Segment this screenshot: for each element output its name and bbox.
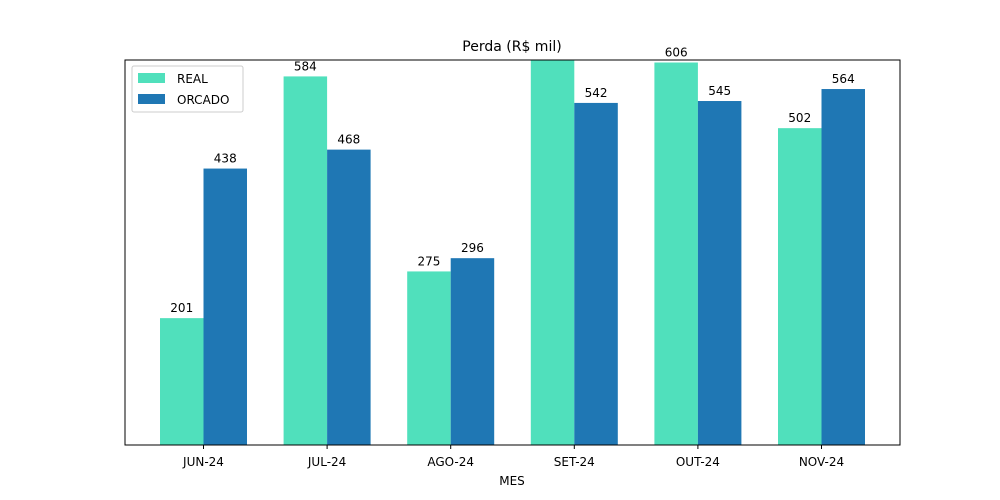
chart-title: Perda (R$ mil) (462, 39, 561, 55)
bar-orcado-out-24 (697, 101, 742, 446)
bar-real-ago-24 (407, 271, 451, 445)
legend-label-real: REAL (177, 72, 208, 86)
bar-orcado-nov-24 (821, 89, 865, 445)
x-tick-label-jun-24: JUN-24 (182, 455, 224, 469)
data-label-orcado-set-24: 542 (585, 86, 608, 100)
x-tick-label-out-24: OUT-24 (676, 455, 720, 469)
legend-label-orcado: ORCADO (177, 93, 229, 107)
bar-orcado-set-24 (574, 102, 618, 446)
bars-layer (160, 60, 865, 446)
data-label-orcado-jun-24: 438 (214, 152, 237, 166)
data-label-real-ago-24: 275 (417, 254, 440, 268)
data-label-orcado-out-24: 545 (708, 84, 731, 98)
x-axis-label: MES (499, 474, 525, 488)
bar-orcado-ago-24 (450, 258, 495, 445)
x-tick-label-ago-24: AGO-24 (427, 455, 474, 469)
data-label-orcado-ago-24: 296 (461, 241, 484, 255)
bar-orcado-jun-24 (203, 168, 247, 445)
bar-real-set-24 (530, 60, 575, 445)
bar-real-jul-24 (283, 76, 328, 445)
x-ticks-layer: JUN-24 JUL-24 AGO-24 SET-24 OUT-24 NOV-24 (182, 445, 844, 469)
x-tick-label-nov-24: NOV-24 (799, 455, 844, 469)
legend: REAL ORCADO (131, 65, 244, 113)
data-label-orcado-jul-24: 468 (337, 133, 360, 147)
data-label-real-nov-24: 502 (788, 111, 811, 125)
bar-orcado-jul-24 (327, 149, 371, 445)
x-tick-label-jul-24: JUL-24 (307, 455, 346, 469)
data-label-real-jun-24: 201 (170, 301, 193, 315)
x-tick-label-set-24: SET-24 (554, 455, 595, 469)
data-label-orcado-nov-24: 564 (832, 72, 855, 86)
legend-swatch-real (138, 73, 165, 83)
plot-frame (124, 59, 901, 446)
bar-real-nov-24 (778, 128, 822, 445)
legend-swatch-orcado (138, 94, 165, 104)
bar-real-out-24 (654, 62, 698, 446)
data-label-real-jul-24: 584 (294, 59, 317, 73)
bar-labels-layer: 201 438 584 468 275 296 542 606 545 502 564 (170, 46, 854, 316)
data-label-real-out-24: 606 (665, 46, 688, 60)
bar-real-jun-24 (160, 318, 204, 445)
